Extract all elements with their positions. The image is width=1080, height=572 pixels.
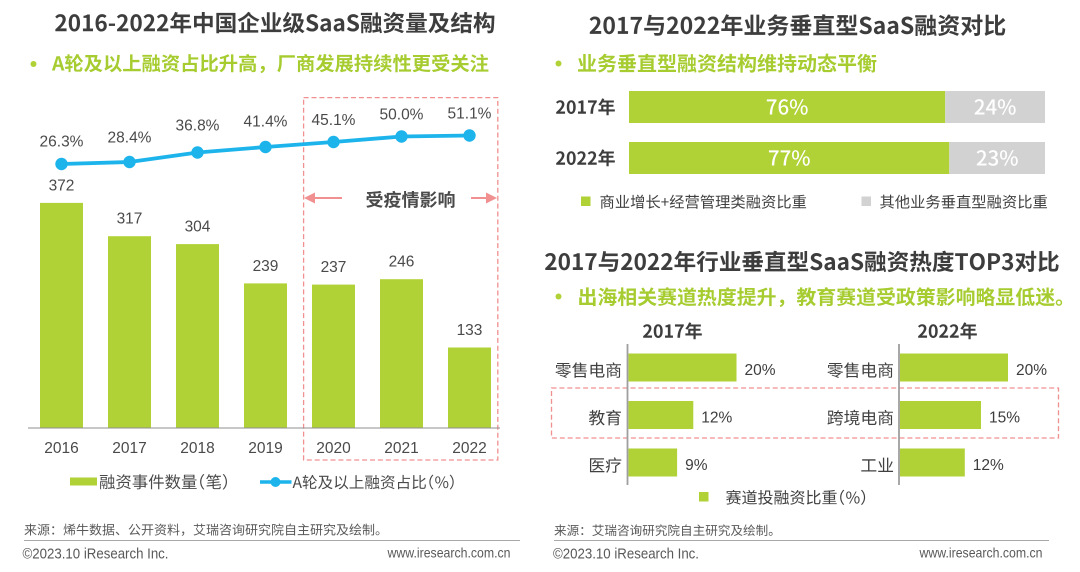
svg-text:2019: 2019	[248, 440, 282, 457]
svg-text:2018: 2018	[180, 440, 214, 457]
svg-text:20%: 20%	[745, 362, 776, 379]
svg-text:26.3%: 26.3%	[40, 134, 84, 151]
svg-text:28.4%: 28.4%	[108, 130, 152, 147]
svg-text:©2023.10 iResearch Inc.: ©2023.10 iResearch Inc.	[553, 546, 699, 563]
svg-text:36.8%: 36.8%	[176, 118, 220, 135]
svg-text:237: 237	[321, 259, 347, 276]
svg-text:www.iresearch.com.cn: www.iresearch.com.cn	[919, 545, 1043, 561]
svg-text:372: 372	[49, 177, 75, 194]
svg-text:2017: 2017	[112, 440, 146, 457]
svg-text:41.4%: 41.4%	[244, 114, 288, 131]
svg-text:www.iresearch.com.cn: www.iresearch.com.cn	[387, 545, 511, 561]
svg-text:12%: 12%	[701, 409, 732, 426]
svg-text:317: 317	[117, 211, 143, 228]
svg-text:304: 304	[185, 219, 211, 236]
svg-text:15%: 15%	[989, 409, 1020, 426]
svg-text:45.1%: 45.1%	[312, 112, 356, 129]
svg-text:12%: 12%	[973, 457, 1004, 474]
svg-text:2021: 2021	[384, 440, 418, 457]
svg-text:20%: 20%	[1016, 362, 1047, 379]
svg-text:9%: 9%	[685, 457, 708, 474]
svg-text:133: 133	[457, 322, 483, 339]
svg-text:2016: 2016	[44, 440, 78, 457]
svg-text:©2023.10 iResearch Inc.: ©2023.10 iResearch Inc.	[23, 546, 169, 563]
svg-text:50.0%: 50.0%	[380, 107, 424, 124]
svg-text:51.1%: 51.1%	[448, 106, 492, 123]
svg-text:2020: 2020	[316, 440, 351, 457]
svg-text:2022: 2022	[452, 440, 486, 457]
svg-text:239: 239	[253, 258, 279, 275]
svg-text:246: 246	[389, 254, 415, 271]
